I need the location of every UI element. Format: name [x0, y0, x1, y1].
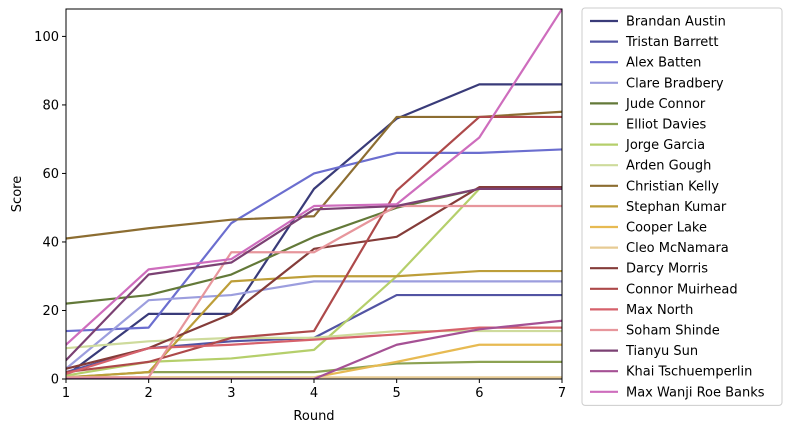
legend-label-13: Connor Muirhead — [626, 282, 738, 297]
legend-label-11: Cleo McNamara — [626, 241, 729, 256]
legend-label-7: Arden Gough — [626, 159, 711, 174]
x-tick-label-5: 6 — [475, 386, 483, 401]
y-tick-label-3: 60 — [42, 167, 59, 182]
series-line-0 — [66, 83, 562, 377]
series-line-13 — [66, 115, 562, 374]
legend-label-8: Christian Kelly — [626, 179, 719, 194]
legend-label-10: Cooper Lake — [626, 221, 707, 236]
x-tick-label-2: 3 — [227, 386, 235, 401]
legend-label-0: Brandan Austin — [626, 15, 726, 30]
legend-label-3: Clare Bradbery — [626, 76, 724, 91]
plot-frame — [65, 8, 563, 380]
series-line-14 — [66, 326, 562, 376]
legend-label-14: Max North — [626, 303, 693, 318]
legend-label-9: Stephan Kumar — [626, 200, 727, 215]
legend-label-17: Khai Tschuemperlin — [626, 365, 752, 380]
legend-label-1: Tristan Barrett — [625, 35, 718, 50]
x-tick-label-1: 2 — [145, 386, 153, 401]
series-line-9 — [66, 269, 562, 379]
legend-label-4: Jude Connor — [625, 97, 706, 112]
series-line-7 — [66, 329, 562, 350]
legend-label-16: Tianyu Sun — [625, 344, 698, 359]
series-line-18 — [66, 9, 562, 347]
legend-label-15: Soham Shinde — [626, 324, 720, 339]
y-axis-label: Score — [10, 176, 25, 212]
series-line-15 — [66, 204, 562, 379]
legend: Brandan Austin Tristan Barrett Alex Batten… — [581, 7, 783, 406]
y-tick-label-0: 0 — [51, 373, 59, 388]
legend-label-12: Darcy Morris — [626, 262, 708, 277]
x-tick-label-0: 1 — [62, 386, 70, 401]
x-axis-label: Round — [293, 409, 334, 424]
y-tick-label-4: 80 — [42, 98, 59, 113]
legend-label-18: Max Wanji Roe Banks — [626, 385, 765, 400]
x-tick-label-4: 5 — [393, 386, 401, 401]
legend-box — [581, 7, 783, 406]
legend-label-2: Alex Batten — [626, 56, 701, 71]
series-line-2 — [66, 148, 562, 333]
series-line-3 — [66, 280, 562, 371]
y-tick-label-1: 20 — [42, 304, 59, 319]
legend-label-6: Jorge Garcia — [625, 138, 705, 153]
series-lines — [66, 9, 562, 379]
series-line-8 — [66, 110, 562, 240]
y-tick-label-2: 40 — [42, 235, 59, 250]
series-line-17 — [66, 319, 562, 379]
x-tick-label-6: 7 — [558, 386, 566, 401]
legend-label-5: Elliot Davies — [626, 118, 707, 133]
series-line-16 — [66, 187, 562, 362]
x-tick-label-3: 4 — [310, 386, 318, 401]
y-tick-label-5: 100 — [34, 30, 59, 45]
